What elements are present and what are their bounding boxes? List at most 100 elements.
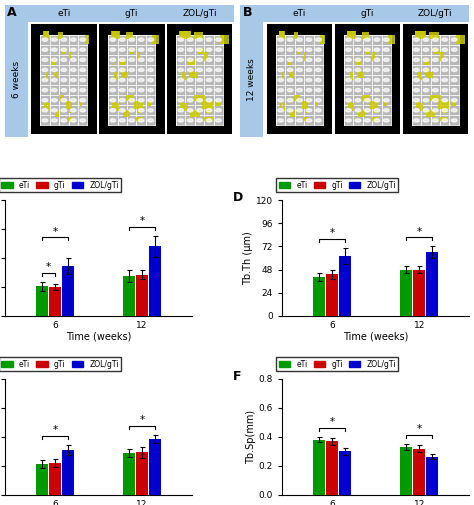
Circle shape (119, 58, 125, 62)
Circle shape (297, 38, 302, 41)
Bar (149, 246, 161, 316)
Circle shape (316, 58, 321, 62)
Circle shape (442, 98, 447, 102)
Circle shape (110, 68, 116, 72)
FancyBboxPatch shape (348, 102, 351, 108)
Circle shape (110, 109, 116, 112)
Circle shape (187, 109, 193, 112)
FancyBboxPatch shape (440, 117, 448, 121)
Bar (123, 453, 135, 495)
Circle shape (216, 78, 221, 82)
Circle shape (216, 48, 221, 52)
FancyBboxPatch shape (188, 59, 195, 65)
Circle shape (197, 58, 202, 62)
Circle shape (61, 68, 67, 72)
FancyBboxPatch shape (294, 95, 300, 101)
Circle shape (178, 78, 183, 82)
FancyBboxPatch shape (58, 32, 63, 39)
FancyBboxPatch shape (283, 103, 285, 111)
Bar (240, 5, 469, 22)
Circle shape (52, 58, 57, 62)
FancyBboxPatch shape (282, 72, 284, 80)
Circle shape (148, 78, 154, 82)
Circle shape (442, 48, 447, 52)
Circle shape (178, 38, 183, 41)
FancyBboxPatch shape (47, 103, 50, 111)
Circle shape (355, 38, 361, 41)
FancyBboxPatch shape (276, 35, 323, 125)
FancyBboxPatch shape (424, 59, 430, 65)
Bar (49, 287, 61, 316)
Circle shape (138, 98, 144, 102)
Circle shape (71, 58, 76, 62)
FancyBboxPatch shape (116, 103, 119, 111)
Circle shape (80, 119, 86, 122)
Circle shape (451, 78, 457, 82)
Circle shape (374, 78, 380, 82)
Circle shape (178, 48, 183, 52)
Circle shape (287, 98, 293, 102)
Bar (426, 457, 438, 495)
Circle shape (42, 68, 48, 72)
FancyBboxPatch shape (204, 117, 213, 121)
Bar (5, 22, 27, 137)
Circle shape (148, 98, 154, 102)
Circle shape (187, 98, 193, 102)
Circle shape (442, 109, 447, 112)
Circle shape (374, 119, 380, 122)
Circle shape (297, 119, 302, 122)
Circle shape (306, 98, 312, 102)
Circle shape (414, 38, 419, 41)
Circle shape (197, 68, 202, 72)
FancyBboxPatch shape (126, 32, 133, 39)
Text: 6 weeks: 6 weeks (12, 61, 21, 98)
Circle shape (197, 109, 202, 112)
FancyBboxPatch shape (215, 102, 221, 106)
Circle shape (110, 48, 116, 52)
FancyBboxPatch shape (182, 72, 186, 80)
Bar (267, 24, 332, 134)
Circle shape (178, 58, 183, 62)
Circle shape (355, 98, 361, 102)
FancyBboxPatch shape (122, 111, 129, 117)
Circle shape (216, 109, 221, 112)
Circle shape (306, 88, 312, 92)
Circle shape (414, 48, 419, 52)
Bar (339, 451, 351, 495)
Circle shape (451, 58, 457, 62)
Circle shape (346, 58, 351, 62)
Text: ZOL/gTi: ZOL/gTi (418, 9, 453, 18)
Circle shape (374, 98, 380, 102)
Circle shape (80, 109, 86, 112)
Circle shape (187, 38, 193, 41)
Circle shape (52, 119, 57, 122)
Circle shape (423, 38, 428, 41)
Circle shape (138, 109, 144, 112)
Circle shape (442, 58, 447, 62)
Circle shape (297, 98, 302, 102)
Circle shape (374, 58, 380, 62)
Circle shape (148, 109, 154, 112)
Circle shape (129, 68, 135, 72)
FancyBboxPatch shape (220, 35, 229, 44)
FancyBboxPatch shape (304, 117, 308, 121)
FancyBboxPatch shape (112, 31, 119, 36)
FancyBboxPatch shape (62, 47, 64, 54)
Circle shape (110, 88, 116, 92)
Circle shape (432, 38, 438, 41)
Circle shape (423, 119, 428, 122)
Circle shape (287, 48, 293, 52)
Y-axis label: Tb.Th (μm): Tb.Th (μm) (243, 231, 253, 285)
Text: A: A (7, 7, 17, 19)
FancyBboxPatch shape (298, 47, 300, 54)
FancyBboxPatch shape (416, 102, 420, 108)
Circle shape (148, 38, 154, 41)
Circle shape (432, 48, 438, 52)
FancyBboxPatch shape (315, 102, 318, 106)
Circle shape (119, 68, 125, 72)
FancyBboxPatch shape (66, 100, 72, 109)
FancyBboxPatch shape (134, 100, 143, 109)
Circle shape (414, 119, 419, 122)
Bar (402, 24, 468, 134)
FancyBboxPatch shape (365, 47, 370, 54)
